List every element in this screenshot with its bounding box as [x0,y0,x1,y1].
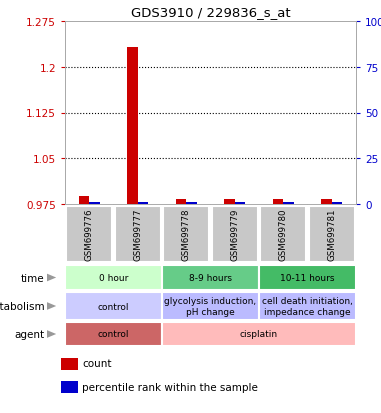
Text: 8-9 hours: 8-9 hours [189,273,232,282]
Text: GSM699781: GSM699781 [327,208,336,261]
Bar [127,47,138,204]
Polygon shape [46,274,56,282]
Bar [61,358,78,370]
Bar [89,202,100,204]
Text: GSM699776: GSM699776 [85,208,94,261]
Text: GSM699780: GSM699780 [279,208,288,261]
Bar [309,206,355,263]
Bar [332,202,343,204]
Text: GSM699778: GSM699778 [182,208,191,261]
Polygon shape [46,302,56,310]
Bar [186,202,197,204]
Bar [261,206,306,263]
Polygon shape [46,330,56,338]
Bar [162,266,259,290]
Bar [66,322,162,346]
Bar [212,206,258,263]
Text: cisplatin: cisplatin [240,330,278,339]
Bar [78,197,89,204]
Text: metabolism: metabolism [0,301,45,311]
Bar [66,292,162,320]
Bar [259,292,355,320]
Text: control: control [98,302,129,311]
Bar [138,202,149,204]
Bar [115,206,160,263]
Bar [162,322,355,346]
Text: control: control [98,330,129,339]
Text: GSM699777: GSM699777 [133,208,142,261]
Bar [259,266,355,290]
Bar [176,199,186,204]
Text: 10-11 hours: 10-11 hours [280,273,335,282]
Text: cell death initiation,
impedance change: cell death initiation, impedance change [262,297,353,316]
Bar [61,381,78,394]
Text: glycolysis induction,
pH change: glycolysis induction, pH change [165,297,256,316]
Text: count: count [82,358,112,368]
Text: 0 hour: 0 hour [99,273,128,282]
Text: agent: agent [14,329,45,339]
Text: percentile rank within the sample: percentile rank within the sample [82,382,258,392]
Bar [283,202,294,204]
Bar [321,199,332,204]
Text: GSM699779: GSM699779 [230,208,239,261]
Bar [224,199,235,204]
Bar [66,206,112,263]
Title: GDS3910 / 229836_s_at: GDS3910 / 229836_s_at [131,7,290,19]
Bar [66,266,162,290]
Bar [235,202,245,204]
Bar [272,199,283,204]
Bar [163,206,209,263]
Bar [162,292,259,320]
Text: time: time [21,273,45,283]
